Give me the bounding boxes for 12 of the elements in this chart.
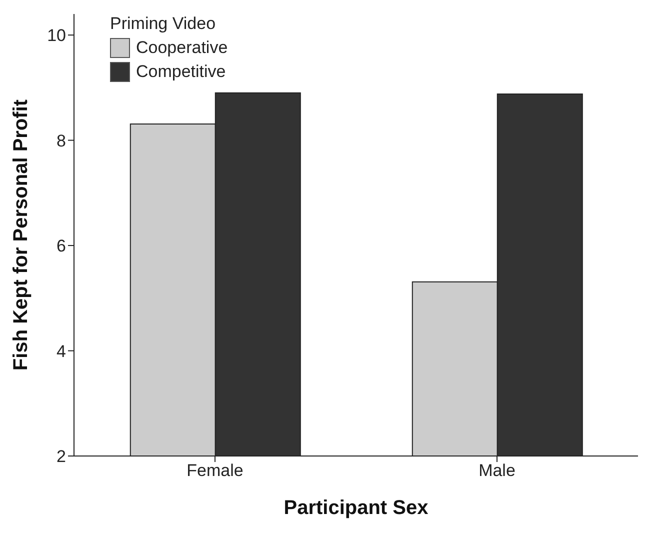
y-tick-label: 4 bbox=[56, 342, 66, 361]
legend-label: Competitive bbox=[136, 61, 226, 83]
legend-label: Cooperative bbox=[136, 37, 228, 59]
x-axis-title: Participant Sex bbox=[284, 497, 428, 519]
x-tick-label: Male bbox=[478, 461, 516, 480]
x-tick-label: Female bbox=[186, 461, 244, 480]
y-tick-label: 10 bbox=[47, 26, 66, 46]
y-axis-title: Fish Kept for Personal Profit bbox=[10, 99, 32, 371]
y-tick-label: 2 bbox=[56, 447, 66, 466]
y-tick-label: 6 bbox=[56, 236, 66, 256]
legend-title: Priming Video bbox=[110, 13, 217, 35]
y-tick-label: 8 bbox=[56, 131, 66, 150]
